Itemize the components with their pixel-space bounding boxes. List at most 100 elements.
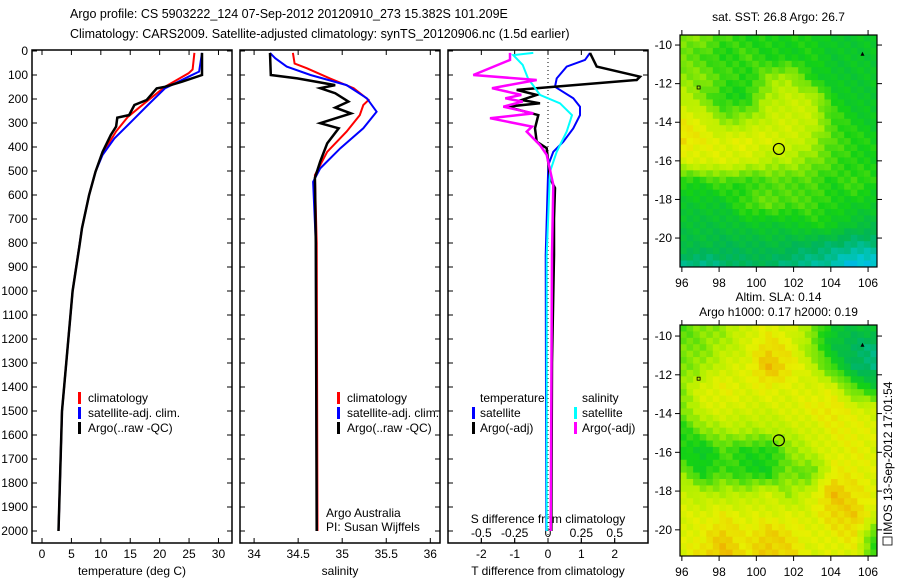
map-cell — [680, 440, 687, 448]
map-cell — [758, 189, 766, 197]
map-cell — [739, 196, 747, 203]
map-x-tick-label: 104 — [821, 276, 841, 290]
map-cell — [758, 549, 766, 557]
map-cell — [804, 459, 812, 467]
map-cell — [771, 517, 779, 525]
map-cell — [758, 511, 766, 518]
map-cell — [791, 41, 799, 49]
map-cell — [752, 47, 760, 55]
map-cell — [831, 511, 838, 518]
map-cell — [863, 80, 871, 87]
map-cell — [844, 163, 852, 171]
map-cell — [680, 131, 687, 139]
map-cell — [699, 99, 707, 107]
map-cell — [870, 376, 878, 384]
map-cell — [798, 350, 806, 358]
map-cell — [719, 35, 727, 42]
map-cell — [765, 498, 773, 506]
map-cell — [752, 125, 760, 133]
map-cell — [857, 344, 865, 352]
map-cell — [706, 60, 714, 68]
map-cell — [804, 363, 812, 371]
map-cell — [712, 446, 720, 454]
x-tick-label: -2 — [476, 547, 487, 561]
map-cell — [732, 138, 740, 145]
map-cell — [870, 350, 878, 358]
map-cell — [785, 228, 793, 236]
panel-frame-difference — [447, 49, 649, 544]
map-cell — [739, 125, 747, 133]
map-cell — [712, 337, 720, 345]
map-cell — [680, 337, 687, 345]
map-cell — [686, 131, 694, 139]
map-cell — [817, 202, 825, 210]
map-cell — [791, 183, 799, 191]
map-cell — [771, 221, 779, 229]
map-cell — [863, 67, 871, 75]
map-cell — [785, 202, 793, 210]
map-cell — [745, 118, 753, 126]
map-cell — [686, 93, 694, 100]
map-cell — [837, 504, 845, 512]
legend-swatch — [78, 407, 81, 419]
map-cell — [870, 395, 878, 403]
map-cell — [758, 196, 766, 203]
map-cell — [693, 325, 701, 332]
map-cell — [850, 138, 858, 145]
map-cell — [771, 331, 779, 339]
map-cell — [719, 491, 727, 499]
map-cell — [745, 325, 753, 332]
y-tick-label: 1300 — [1, 356, 28, 370]
map-cell — [863, 414, 871, 422]
map-cell — [706, 86, 714, 94]
map-cell — [857, 363, 865, 371]
map-cell — [804, 376, 812, 384]
map-cell — [804, 389, 812, 396]
map-cell — [870, 183, 878, 191]
map-cell — [870, 523, 878, 531]
map-cell — [791, 331, 799, 339]
map-cell — [712, 118, 720, 126]
map-cell — [686, 446, 694, 454]
map-cell — [870, 357, 878, 364]
map-cell — [850, 131, 858, 139]
map-cell — [765, 189, 773, 197]
map-cell — [693, 144, 701, 152]
map-cell — [791, 485, 799, 493]
map-cell — [706, 440, 714, 448]
map-cell — [824, 376, 832, 384]
map-cell — [765, 163, 773, 171]
map-cell — [686, 80, 694, 87]
map-cell — [719, 86, 727, 94]
map-cell — [758, 395, 766, 403]
map-cell — [758, 414, 766, 422]
map-cell — [824, 86, 832, 94]
map-cell — [752, 382, 760, 390]
map-cell — [719, 434, 727, 441]
map-cell — [699, 163, 707, 171]
map-cell — [831, 60, 838, 68]
map-cell — [804, 241, 812, 249]
map-cell — [699, 234, 707, 242]
map-cell — [831, 138, 838, 145]
map-cell — [745, 86, 753, 94]
map-cell — [739, 504, 747, 512]
map-cell — [831, 202, 838, 210]
map-cell — [837, 344, 845, 352]
map-cell — [745, 170, 753, 178]
map-cell — [758, 517, 766, 525]
map-cell — [850, 337, 858, 345]
map-cell — [857, 498, 865, 506]
map-cell — [719, 54, 727, 62]
map-cell — [732, 125, 740, 133]
map-cell — [778, 434, 786, 441]
map-cell — [699, 446, 707, 454]
map-cell — [837, 247, 845, 255]
map-cell — [811, 536, 819, 544]
map-cell — [844, 105, 852, 113]
map-cell — [752, 183, 760, 191]
map-cell — [739, 357, 747, 364]
map-cell — [699, 350, 707, 358]
map-cell — [686, 440, 694, 448]
map-cell — [739, 86, 747, 94]
